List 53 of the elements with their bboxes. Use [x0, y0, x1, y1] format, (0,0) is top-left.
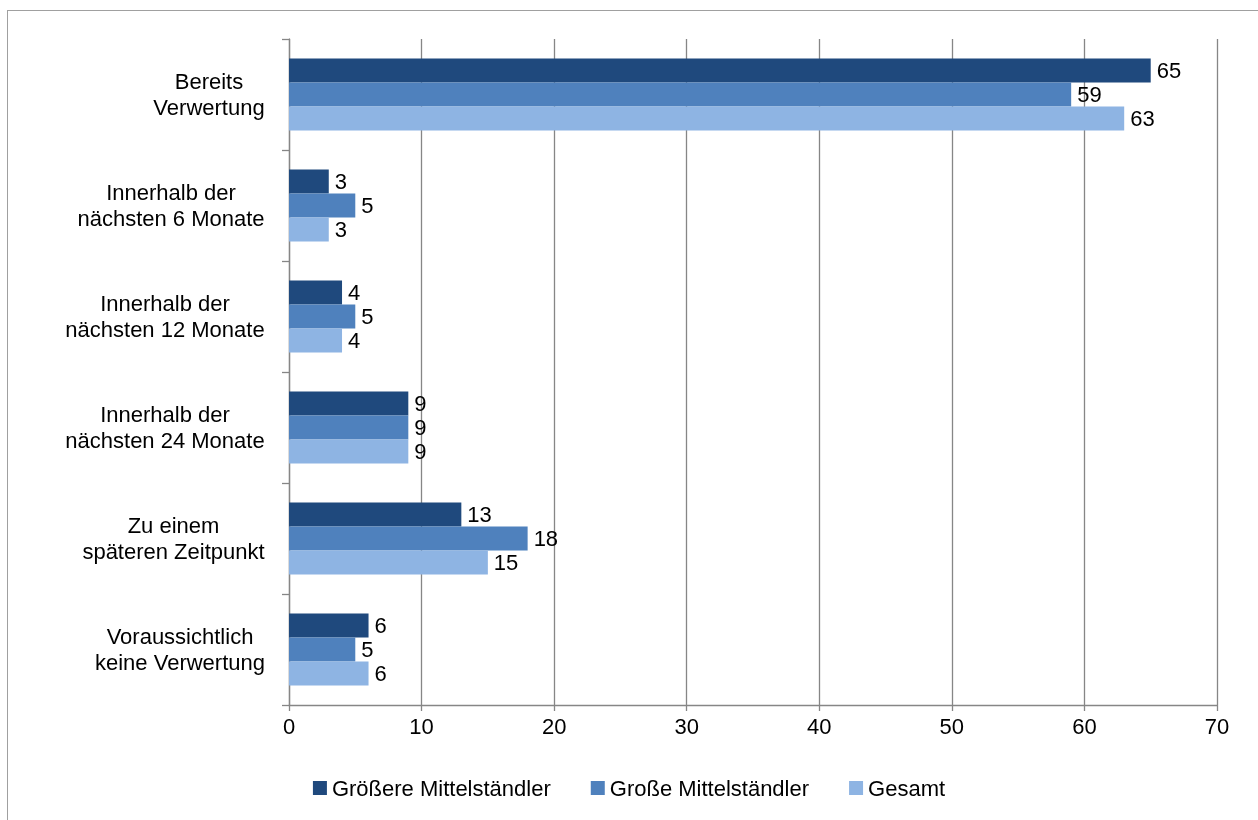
bar	[289, 550, 488, 575]
bar	[289, 58, 1151, 83]
data-label: 5	[361, 304, 374, 329]
data-label: 9	[414, 390, 427, 416]
data-label: 4	[348, 279, 361, 305]
y-tick-label: Bereits Verwertung	[153, 69, 265, 120]
data-label: 5	[361, 193, 374, 218]
y-tick-label: Innerhalb der nächsten 12 Monate	[65, 291, 265, 342]
bar	[289, 526, 528, 551]
x-tick-label: 30	[674, 713, 699, 739]
data-label: 65	[1156, 57, 1182, 83]
x-tick-label: 10	[409, 713, 434, 739]
y-tick-label: Innerhalb der nächsten 24 Monate	[65, 402, 265, 453]
legend-label: Gesamt	[868, 775, 946, 801]
bar	[289, 661, 369, 686]
y-tick-label: Innerhalb der nächsten 6 Monate	[77, 180, 265, 231]
bar	[289, 193, 356, 218]
x-tick-label: 50	[939, 713, 965, 739]
data-label: 5	[361, 637, 374, 662]
bar	[289, 280, 343, 305]
data-label: 3	[334, 168, 348, 194]
bar	[289, 169, 329, 194]
legend-label: Große Mittelständler	[609, 775, 810, 801]
bar	[289, 328, 343, 353]
x-tick-label: 40	[807, 713, 832, 739]
data-label: 9	[414, 439, 427, 465]
data-label: 3	[334, 217, 348, 243]
bar	[289, 439, 409, 464]
x-tick-label: 70	[1204, 713, 1230, 739]
bar	[289, 217, 329, 242]
data-label: 9	[414, 415, 427, 440]
bar	[289, 304, 356, 329]
data-label: 4	[348, 328, 361, 354]
x-tick-label: 20	[541, 713, 567, 739]
data-label: 13	[467, 501, 492, 527]
bar	[289, 502, 462, 527]
data-label: 6	[374, 612, 387, 638]
bar	[289, 415, 409, 440]
data-label: 15	[493, 550, 519, 576]
x-tick-label: 60	[1072, 713, 1097, 739]
bar	[289, 613, 369, 638]
data-label: 18	[533, 526, 559, 551]
bar	[289, 82, 1072, 107]
y-tick-label: Voraussichtlich keine Verwertung	[95, 624, 265, 675]
data-label: 6	[374, 661, 387, 687]
y-tick-label: Zu einem späteren Zeitpunkt	[82, 513, 265, 564]
data-label: 63	[1130, 106, 1155, 132]
bar	[289, 637, 356, 662]
data-label: 59	[1077, 82, 1102, 107]
bar	[289, 106, 1125, 131]
legend-label: Größere Mittelständler	[331, 775, 551, 801]
bar	[289, 391, 409, 416]
x-tick-label: 0	[282, 713, 296, 739]
